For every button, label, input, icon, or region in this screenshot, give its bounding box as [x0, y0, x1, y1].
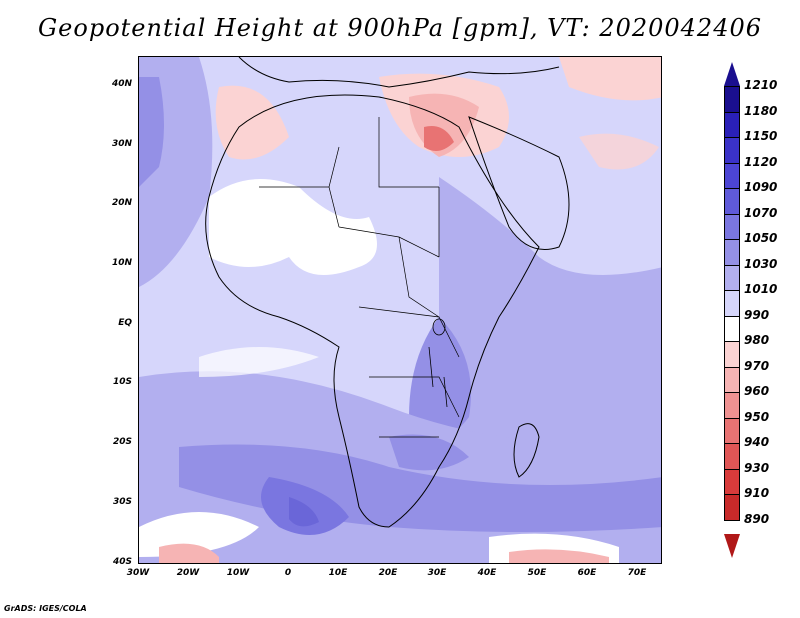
- lat-label: EQ: [118, 318, 132, 328]
- colorbar-label: 980: [744, 333, 770, 347]
- field-egypt-core: [424, 126, 454, 151]
- field-south-africa: [389, 434, 469, 471]
- lon-label: 30E: [427, 568, 447, 578]
- colorbar-label: 990: [744, 307, 770, 322]
- colorbar-label: 1010: [744, 282, 778, 296]
- field-atlantic-low: [199, 347, 319, 377]
- colorbar-segment: [724, 494, 740, 521]
- colorbar-label: 1150: [744, 129, 778, 143]
- lake-malawi: [443, 376, 448, 408]
- colorbar-label: 930: [744, 460, 770, 475]
- colorbar-segment: [724, 443, 740, 470]
- colorbar-label: 970: [744, 358, 770, 373]
- colorbar-segment: [724, 239, 740, 266]
- colorbar-segment: [724, 111, 740, 138]
- lon-label: 30W: [126, 568, 150, 578]
- lon-label: 60E: [577, 568, 597, 578]
- colorbar-label: 1030: [744, 256, 778, 271]
- lon-label: 50E: [527, 568, 547, 578]
- colorbar-label: 1070: [744, 205, 778, 220]
- colorbar-segment: [724, 417, 740, 444]
- europe-coastline: [238, 57, 560, 88]
- field-se-red: [509, 549, 609, 563]
- colorbar-label: 940: [744, 435, 770, 449]
- africa-coastline: [205, 94, 540, 528]
- lon-label: 70E: [627, 568, 647, 578]
- country-borders: [259, 117, 460, 438]
- colorbar-segment: [724, 188, 740, 215]
- colorbar-segment: [724, 315, 740, 342]
- chart-title: Geopotential Height at 900hPa [gpm], VT:…: [38, 14, 762, 42]
- colorbar-label: 910: [744, 486, 770, 500]
- lon-label: 20W: [176, 568, 200, 578]
- colorbar-segment: [724, 264, 740, 291]
- colorbar-label: 890: [744, 511, 770, 526]
- lon-label: 40E: [477, 568, 497, 578]
- field-east-indian-ocean: [432, 177, 661, 480]
- map-panel: [138, 56, 662, 564]
- lake-victoria: [432, 318, 446, 336]
- lat-label: 20S: [112, 437, 132, 447]
- lon-label: 10E: [328, 568, 348, 578]
- field-central-asia-low: [559, 57, 661, 101]
- colorbar-label: 1180: [744, 103, 778, 118]
- lat-label: 20N: [111, 198, 132, 208]
- lat-label: 10S: [112, 377, 132, 387]
- lon-label: 20E: [378, 568, 398, 578]
- colorbar-label: 1090: [744, 180, 778, 194]
- madagascar-coastline: [513, 423, 540, 478]
- colorbar-top-arrow: [724, 62, 740, 86]
- field-arabian-sea-low: [579, 133, 659, 170]
- field-sw-red: [159, 543, 219, 563]
- colorbar-bottom-arrow: [724, 534, 740, 558]
- lon-label: 0: [284, 568, 292, 578]
- field-east-africa: [409, 317, 471, 437]
- arabia-coastline: [468, 116, 570, 250]
- lat-label: 40N: [111, 79, 132, 89]
- colorbar-segment: [724, 290, 740, 317]
- lat-label: 40S: [112, 557, 132, 567]
- colorbar-segment: [724, 213, 740, 240]
- colorbar-label: 960: [744, 384, 770, 398]
- colorbar-segment: [724, 86, 740, 113]
- colorbar-label: 1120: [744, 154, 778, 169]
- colorbar-segment: [724, 468, 740, 495]
- colorbar-segment: [724, 162, 740, 189]
- lat-label: 10N: [111, 258, 132, 268]
- colorbar-segment: [724, 137, 740, 164]
- footer-credit: GrADS: IGES/COLA: [4, 604, 87, 613]
- colorbar-label: 950: [744, 409, 770, 424]
- lake-tanganyika: [428, 346, 434, 388]
- geopotential-field: [139, 57, 661, 563]
- colorbar-segment: [724, 392, 740, 419]
- lat-label: 30S: [112, 497, 132, 507]
- field-west-core: [139, 77, 164, 187]
- lon-label: 10W: [226, 568, 250, 578]
- field-sahel-low: [209, 179, 377, 275]
- field-south-core-inner: [289, 497, 319, 527]
- colorbar-label: 1050: [744, 231, 778, 245]
- colorbar-segment: [724, 366, 740, 393]
- colorbar-label: 1210: [744, 78, 778, 92]
- colorbar-segment: [724, 341, 740, 368]
- field-morocco-low: [215, 85, 289, 160]
- lat-label: 30N: [111, 139, 132, 149]
